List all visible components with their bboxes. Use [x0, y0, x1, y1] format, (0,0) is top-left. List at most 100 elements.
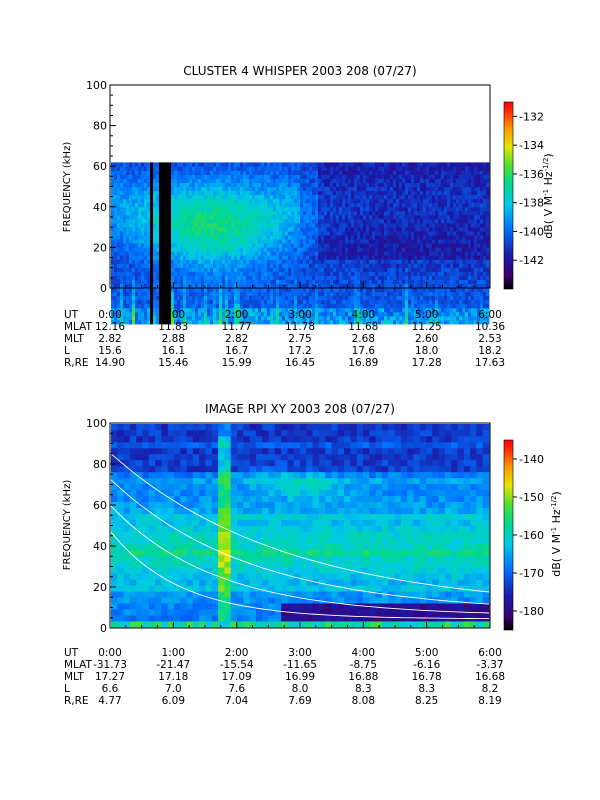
spectrogram-cell	[111, 319, 115, 325]
spectrogram-cell	[369, 223, 373, 228]
spectrogram-cell	[435, 271, 439, 276]
spectrogram-cell	[219, 182, 223, 188]
spectrogram-cell	[321, 311, 325, 317]
spectrogram-cell	[345, 311, 349, 317]
spectrogram-cell	[426, 198, 430, 204]
spectrogram-cell	[153, 319, 157, 325]
spectrogram-cell	[438, 186, 442, 192]
spectrogram-cell	[150, 251, 154, 256]
spectrogram-cell	[210, 182, 214, 188]
spectrogram-cell	[390, 243, 394, 248]
spectrogram-cell	[195, 247, 199, 252]
spectrogram-cell	[384, 279, 388, 284]
spectrogram-cell	[381, 178, 385, 183]
spectrogram-cell	[345, 190, 349, 196]
spectrogram-cell	[303, 243, 307, 248]
spectrogram-cell	[222, 299, 226, 305]
spectrogram-cell	[159, 190, 163, 196]
spectrogram-cell	[219, 247, 223, 252]
spectrogram-cell	[483, 198, 487, 204]
spectrogram-cell	[390, 223, 394, 228]
spectrogram-cell	[354, 218, 358, 224]
spectrogram-cell	[408, 235, 412, 240]
spectrogram-cell	[477, 279, 481, 284]
spectrogram-cell	[234, 307, 238, 313]
spectrogram-cell	[450, 174, 454, 179]
spectrogram-cell	[171, 202, 175, 208]
spectrogram-cell	[177, 223, 181, 228]
spectrogram-cell	[177, 287, 181, 293]
spectrogram-cell	[216, 174, 220, 179]
spectrogram-cell	[336, 174, 340, 179]
spectrogram-cell	[405, 271, 409, 276]
spectrogram-cell	[264, 299, 268, 305]
spectrogram-cell	[354, 231, 358, 236]
spectrogram-cell	[306, 307, 310, 313]
spectrogram-cell	[114, 311, 118, 317]
spectrogram-cell	[471, 202, 475, 208]
spectrogram-cell	[132, 255, 136, 260]
spectrogram-cell	[297, 174, 301, 179]
spectrogram-cell	[111, 315, 115, 321]
spectrogram-cell	[435, 210, 439, 216]
spectrogram-cell	[192, 315, 196, 321]
spectrogram-cell	[339, 267, 343, 272]
spectrogram-cell	[411, 235, 415, 240]
spectrogram-cell	[393, 239, 397, 244]
spectrogram-cell	[309, 235, 313, 240]
spectrogram-cell	[423, 190, 427, 196]
spectrogram-cell	[336, 319, 340, 325]
spectrogram-cell	[432, 182, 436, 188]
spectrogram-cell	[291, 271, 295, 276]
spectrogram-cell	[345, 182, 349, 188]
spectrogram-cell	[291, 247, 295, 252]
spectrogram-cell	[438, 291, 442, 297]
spectrogram-cell	[297, 182, 301, 188]
spectrogram-cell	[117, 299, 121, 305]
spectrogram-cell	[333, 255, 337, 260]
spectrogram-cell	[405, 194, 409, 200]
spectrogram-cell	[207, 206, 211, 212]
spectrogram-cell	[480, 287, 484, 293]
spectrogram-cell	[246, 170, 250, 175]
spectrogram-cell	[249, 259, 253, 264]
spectrogram-cell	[339, 255, 343, 260]
spectrogram-cell	[126, 227, 130, 232]
spectrogram-cell	[351, 206, 355, 212]
spectrogram-cell	[357, 235, 361, 240]
spectrogram-cell	[351, 223, 355, 228]
spectrogram-cell	[360, 206, 364, 212]
spectrogram-cell	[324, 303, 328, 309]
spectrogram-cell	[474, 243, 478, 248]
spectrogram-cell	[132, 279, 136, 284]
spectrogram-cell	[240, 231, 244, 236]
spectrogram-cell	[378, 315, 382, 321]
spectrogram-cell	[162, 239, 166, 244]
spectrogram-cell	[438, 190, 442, 196]
spectrogram-cell	[309, 190, 313, 196]
spectrogram-cell	[414, 275, 418, 280]
spectrogram-cell	[366, 170, 370, 175]
spectrogram-cell	[465, 259, 469, 264]
spectrogram-cell	[156, 251, 160, 256]
spectrogram-cell	[369, 210, 373, 216]
spectrogram-cell	[210, 198, 214, 204]
spectrogram-cell	[423, 311, 427, 317]
spectrogram-cell	[411, 239, 415, 244]
spectrogram-cell	[282, 170, 286, 175]
spectrogram-cell	[126, 291, 130, 297]
spectrogram-cell	[417, 223, 421, 228]
spectrogram-cell	[135, 166, 139, 171]
spectrogram-cell	[408, 315, 412, 321]
spectrogram-cell	[267, 291, 271, 297]
spectrogram-cell	[129, 263, 133, 268]
spectrogram-cell	[348, 174, 352, 179]
spectrogram-cell	[267, 223, 271, 228]
spectrogram-cell	[438, 303, 442, 309]
spectrogram-cell	[186, 255, 190, 260]
spectrogram-cell	[114, 182, 118, 188]
spectrogram-cell	[312, 255, 316, 260]
spectrogram-cell	[354, 303, 358, 309]
spectrogram-cell	[441, 259, 445, 264]
spectrogram-cell	[141, 259, 145, 264]
